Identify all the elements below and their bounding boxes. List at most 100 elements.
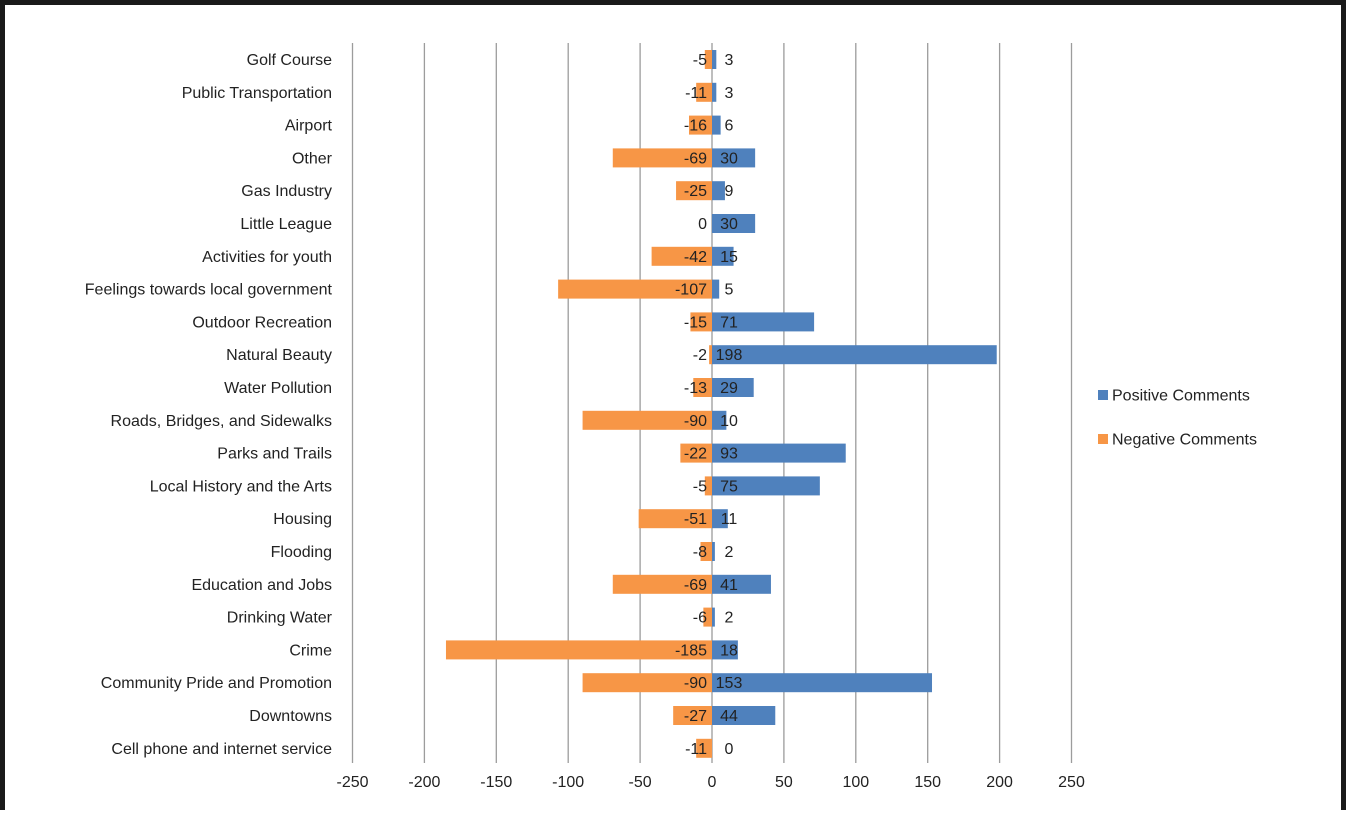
bar-positive [712, 214, 756, 233]
bar-negative [582, 673, 712, 693]
category-label: Roads, Bridges, and Sidewalks [111, 413, 332, 430]
bar-positive [712, 410, 727, 430]
data-label-positive: 75 [720, 478, 738, 495]
data-label-negative: -22 [684, 446, 707, 463]
data-label-negative: -2 [693, 347, 707, 364]
data-label-negative: -90 [684, 675, 707, 692]
data-label-negative: -69 [684, 150, 707, 167]
bar-positive [712, 345, 997, 365]
data-label-negative: -15 [684, 314, 707, 331]
category-label: Public Transportation [182, 85, 332, 102]
data-label-positive: 3 [725, 52, 734, 69]
data-label-negative: -16 [684, 118, 707, 135]
data-label-negative: -11 [685, 85, 707, 102]
data-label-positive: 5 [725, 282, 734, 299]
bar-positive [712, 673, 933, 693]
data-label-negative: 0 [698, 216, 707, 233]
data-label-positive: 29 [720, 380, 738, 397]
bar-negative [688, 115, 712, 135]
bar-negative [709, 345, 712, 365]
bar-positive [712, 181, 725, 201]
bar-negative [582, 410, 712, 430]
data-label-negative: -11 [685, 741, 707, 758]
bar-negative [638, 509, 712, 529]
data-label-positive: 153 [716, 675, 743, 692]
legend-label: Positive Comments [1112, 388, 1250, 405]
bar-negative [680, 443, 712, 463]
data-label-negative: -69 [684, 577, 707, 594]
category-label: Golf Course [247, 52, 332, 69]
data-label-negative: -5 [693, 52, 707, 69]
bar-negative [703, 607, 712, 627]
bar-negative [651, 246, 712, 266]
data-label-negative: -90 [684, 413, 707, 430]
bar-positive [712, 82, 717, 102]
bar-negative [676, 181, 712, 201]
data-label-negative: -42 [684, 249, 707, 266]
legend-label: Negative Comments [1112, 432, 1257, 449]
x-tick-label: -250 [336, 774, 368, 791]
category-label: Outdoor Recreation [192, 314, 332, 331]
data-label-positive: 0 [725, 741, 734, 758]
bar-positive [712, 607, 715, 627]
legend: Positive Comments Negative Comments [1098, 388, 1257, 449]
category-label: Feelings towards local government [85, 282, 333, 299]
bar-negative [704, 50, 712, 69]
category-label: Downtowns [249, 708, 332, 725]
data-label-positive: 30 [720, 216, 738, 233]
bar-negative [612, 148, 712, 168]
x-tick-label: -150 [480, 774, 512, 791]
data-label-positive: 41 [720, 577, 738, 594]
category-label: Gas Industry [241, 183, 332, 200]
category-label: Airport [285, 118, 333, 135]
bar-negative [704, 476, 712, 496]
data-label-positive: 15 [720, 249, 738, 266]
legend-swatch [1098, 434, 1108, 444]
category-label: Cell phone and internet service [111, 741, 332, 758]
category-label: Natural Beauty [226, 347, 332, 364]
data-label-positive: 2 [725, 610, 734, 627]
bar-positive [712, 443, 846, 463]
category-label: Housing [273, 511, 332, 528]
category-label: Drinking Water [227, 610, 333, 627]
bar-positive [712, 574, 771, 594]
bar-negative [612, 574, 712, 594]
x-tick-label: 150 [914, 774, 941, 791]
data-label-positive: 71 [720, 314, 738, 331]
bar-positive [712, 312, 815, 332]
bar-positive [712, 148, 756, 168]
category-label: Flooding [271, 544, 332, 561]
data-label-negative: -5 [693, 478, 707, 495]
data-label-positive: 18 [720, 642, 738, 659]
bars [445, 50, 997, 758]
bar-negative [690, 312, 712, 332]
category-label: Water Pollution [224, 380, 332, 397]
category-label: Community Pride and Promotion [101, 675, 332, 692]
data-label-negative: -51 [684, 511, 707, 528]
category-label: Activities for youth [202, 249, 332, 266]
x-tick-label: 250 [1058, 774, 1085, 791]
data-label-negative: -13 [684, 380, 707, 397]
bar-negative [673, 706, 712, 725]
bar-positive [712, 378, 754, 397]
bar-negative [696, 82, 712, 102]
data-labels: -5 3-11 3-16 6-69 30-25 90 30-42 15-107 5-15 71-2… [675, 52, 742, 758]
bar-negative [696, 738, 712, 758]
category-label: Other [292, 150, 333, 167]
bar-negative [558, 279, 712, 299]
x-tick-label: 0 [708, 774, 717, 791]
bar-chart: Golf Course Public Transportation Airport O… [85, 43, 1257, 791]
data-label-negative: -25 [684, 183, 707, 200]
category-label: Local History and the Arts [150, 478, 332, 495]
data-label-negative: -8 [693, 544, 707, 561]
data-label-negative: -107 [675, 282, 707, 299]
category-label: Education and Jobs [191, 577, 332, 594]
x-tick-label: 200 [986, 774, 1013, 791]
data-label-positive: 9 [725, 183, 734, 200]
x-tick-label: -50 [629, 774, 652, 791]
data-label-negative: -27 [684, 708, 707, 725]
bar-positive [712, 279, 720, 299]
x-tick-label: -200 [408, 774, 440, 791]
data-label-positive: 2 [725, 544, 734, 561]
